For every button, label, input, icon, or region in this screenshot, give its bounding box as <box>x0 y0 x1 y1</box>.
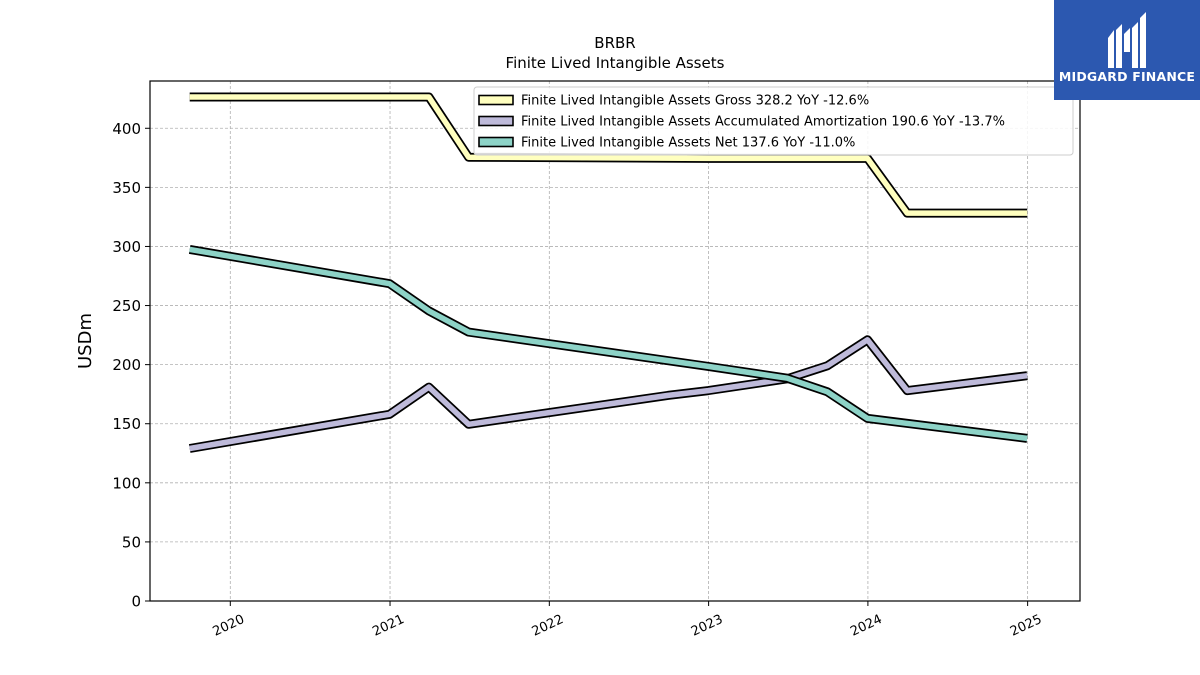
midgard-finance-logo: MIDGARD FINANCE <box>1054 0 1200 100</box>
y-tick-label: 100 <box>112 474 141 492</box>
y-tick-label: 0 <box>131 593 141 611</box>
y-tick-label: 150 <box>112 415 141 433</box>
y-tick-label: 350 <box>112 179 141 197</box>
y-tick-label: 250 <box>112 297 141 315</box>
axes: 0 50 100 150 200 250 300 350 400 2020 2021 2022 2023… <box>112 120 1044 640</box>
logo-text: MIDGARD FINANCE <box>1058 69 1196 84</box>
legend-label-1: Finite Lived Intangible Assets Gross 328… <box>521 94 869 109</box>
x-tick-label: 2023 <box>689 612 725 640</box>
legend: Finite Lived Intangible Assets Gross 328… <box>473 86 1074 156</box>
series-line-1 <box>189 94 1028 216</box>
x-tick-label: 2020 <box>211 612 247 640</box>
y-tick-label: 50 <box>122 533 141 551</box>
x-tick-label: 2021 <box>370 612 406 640</box>
legend-swatch-1 <box>478 94 514 106</box>
y-tick-label: 400 <box>112 120 141 138</box>
x-tick-label: 2025 <box>1008 612 1044 640</box>
legend-box <box>473 86 1074 156</box>
legend-swatch-3 <box>478 136 514 148</box>
legend-swatch-2 <box>478 115 514 127</box>
legend-label-3: Finite Lived Intangible Assets Net 137.6… <box>521 136 855 151</box>
x-tick-label: 2024 <box>848 612 884 640</box>
y-tick-label: 300 <box>112 238 141 256</box>
series-line-3 <box>189 246 1028 442</box>
series-line-outline-3 <box>188 244 1028 443</box>
midgard-logo-icon <box>1108 12 1146 68</box>
chart-subtitle: Finite Lived Intangible Assets <box>506 54 725 72</box>
series-layer <box>188 92 1028 453</box>
grid <box>150 81 1080 602</box>
plot-frame <box>149 80 1081 602</box>
chart-title: BRBR <box>594 34 635 52</box>
x-tick-label: 2022 <box>530 612 566 640</box>
y-axis-label: USDm <box>75 313 96 369</box>
y-tick-label: 200 <box>112 356 141 374</box>
series-line-2 <box>189 337 1028 452</box>
legend-label-2: Finite Lived Intangible Assets Accumulat… <box>521 115 1005 130</box>
